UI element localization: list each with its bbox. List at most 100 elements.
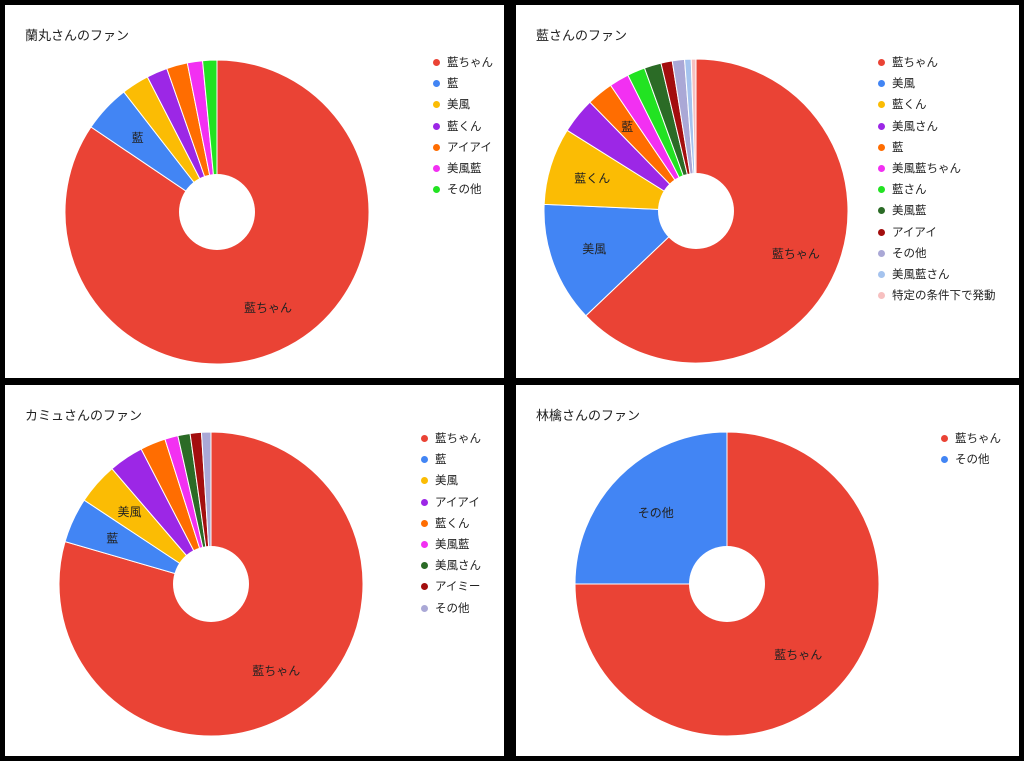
- legend-label: アイアイ: [447, 139, 492, 154]
- slice-label: 藍: [621, 120, 633, 134]
- legend-swatch: [433, 122, 440, 130]
- chart-title: カミュさんのファン: [25, 409, 143, 424]
- legend-item: 美風藍: [878, 200, 996, 221]
- legend-label: 美風: [435, 473, 458, 488]
- chart-legend: 藍ちゃん美風藍くん美風さん藍美風藍ちゃん 藍さん美風藍アイアイその他美風藍さん特定…: [878, 52, 996, 306]
- pie-chart-ai: 藍ちゃん 美風 藍くん 藍: [543, 58, 849, 364]
- legend-label: 藍: [447, 76, 459, 91]
- legend-item: 美風藍: [433, 158, 493, 179]
- legend-item: その他: [421, 598, 481, 619]
- legend-item: 藍ちゃん: [421, 428, 481, 449]
- legend-swatch: [878, 292, 885, 300]
- donut-hole: [658, 173, 734, 249]
- legend-swatch: [421, 456, 428, 464]
- pie-chart-ranmaru: 藍ちゃん 藍: [64, 59, 370, 365]
- legend-label: 藍ちゃん: [447, 55, 493, 69]
- slice-label: 藍ちゃん: [772, 247, 820, 261]
- legend-swatch: [878, 186, 885, 194]
- pie-slice-0: [58, 431, 364, 737]
- legend-item: 美風藍: [421, 534, 481, 555]
- slice-label: その他: [638, 506, 674, 520]
- legend-label: 美風藍さん: [892, 266, 950, 281]
- donut-hole: [179, 174, 255, 250]
- slice-label: 藍ちゃん: [774, 648, 822, 662]
- legend-item: アイアイ: [878, 222, 996, 243]
- legend-item: 藍: [878, 137, 996, 158]
- legend-item: アイアイ: [421, 492, 481, 513]
- legend-label: 藍ちゃん: [435, 431, 481, 445]
- slice-label: 藍ちゃん: [252, 664, 300, 678]
- legend-item: その他: [878, 243, 996, 264]
- slice-label: 藍: [106, 531, 118, 545]
- legend-swatch: [878, 164, 885, 172]
- legend-item: アイアイ: [433, 137, 493, 158]
- legend-swatch: [878, 207, 885, 215]
- legend-swatch: [878, 270, 885, 278]
- chart-panel-ranmaru: 蘭丸さんのファン 藍ちゃん藍 藍ちゃん藍美風 藍くん アイアイ 美風藍 その他: [5, 5, 504, 378]
- chart-title: 蘭丸さんのファン: [25, 29, 130, 44]
- legend-swatch: [421, 604, 428, 612]
- legend-swatch: [421, 562, 428, 570]
- legend-label: 藍くん: [447, 118, 482, 133]
- legend-label: 美風藍: [447, 160, 482, 175]
- legend-swatch: [421, 498, 428, 506]
- legend-label: 藍ちゃん: [955, 431, 1001, 445]
- legend-swatch: [433, 164, 440, 172]
- legend-item: 美風藍ちゃん: [878, 158, 996, 179]
- legend-swatch: [878, 228, 885, 236]
- legend-item: 藍さん: [878, 179, 996, 200]
- legend-label: アイアイ: [435, 494, 480, 509]
- legend-swatch: [421, 477, 428, 485]
- legend-item: 藍: [433, 73, 493, 94]
- legend-item: 美風: [433, 94, 493, 115]
- chart-panel-ringo: 林檎さんのファン 藍ちゃん その他 藍ちゃん その他: [516, 385, 1019, 756]
- pie-slice-0: [574, 431, 880, 737]
- slice-label: 藍: [132, 131, 144, 145]
- chart-legend: 藍ちゃん藍美風アイアイ藍くん美風藍美風さんアイミーその他: [421, 428, 481, 619]
- legend-label: 藍くん: [435, 515, 470, 530]
- pie-slice-8: [200, 431, 212, 585]
- legend-swatch: [878, 249, 885, 257]
- legend-item: 美風さん: [878, 116, 996, 137]
- legend-item: 藍くん: [878, 94, 996, 115]
- legend-item: 美風藍さん: [878, 264, 996, 285]
- legend-item: 藍ちゃん: [941, 428, 1001, 449]
- chart-legend: 藍ちゃん藍美風藍くんアイアイ美風藍その他: [433, 52, 493, 200]
- chart-panel-ai: 藍さんのファン 藍ちゃん 美風 藍くん藍 藍ちゃん 美風 藍くん 美風さん藍美風藍ちゃん藍…: [516, 5, 1019, 378]
- legend-swatch: [878, 80, 885, 88]
- legend-item: 藍くん: [433, 116, 493, 137]
- legend-label: 藍さん: [892, 182, 927, 197]
- slice-label: 藍くん: [574, 172, 610, 186]
- legend-label: 美風: [892, 76, 915, 91]
- pie-chart-camus: 藍ちゃん 藍 美風: [58, 431, 364, 737]
- legend-label: 特定の条件下で発動: [892, 288, 996, 303]
- donut-hole: [689, 546, 765, 622]
- legend-item: その他: [433, 179, 493, 200]
- legend-label: アイアイ: [892, 224, 937, 239]
- legend-item: 藍ちゃん: [878, 52, 996, 73]
- legend-swatch: [878, 101, 885, 109]
- chart-panel-camus: カミュさんのファン 藍ちゃん藍美風 藍ちゃん藍美風 アイアイ 藍くん 美風藍 美風さんア…: [5, 385, 504, 756]
- legend-label: その他: [447, 182, 482, 197]
- legend-label: 美風さん: [892, 118, 938, 133]
- legend-item: アイミー: [421, 576, 481, 597]
- legend-swatch: [421, 583, 428, 591]
- legend-label: 藍くん: [892, 97, 927, 112]
- pie-chart-ringo: 藍ちゃん その他: [574, 431, 880, 737]
- pie-slice-1: [574, 431, 728, 585]
- legend-swatch: [878, 59, 885, 66]
- pie-slice-6: [202, 59, 218, 213]
- legend-label: 美風藍ちゃん: [892, 160, 961, 175]
- legend-swatch: [878, 122, 885, 130]
- legend-label: 藍: [435, 452, 447, 467]
- chart-title: 藍さんのファン: [536, 29, 628, 44]
- legend-item: 藍: [421, 449, 481, 470]
- slice-label: 美風: [582, 242, 606, 256]
- chart-title: 林檎さんのファン: [536, 409, 641, 424]
- pie-slice-11: [690, 58, 697, 212]
- legend-label: 美風さん: [435, 558, 481, 573]
- legend-label: 藍: [892, 139, 904, 154]
- legend-label: アイミー: [435, 579, 481, 594]
- pie-slice-1: [543, 203, 698, 317]
- legend-item: 藍ちゃん: [433, 52, 493, 73]
